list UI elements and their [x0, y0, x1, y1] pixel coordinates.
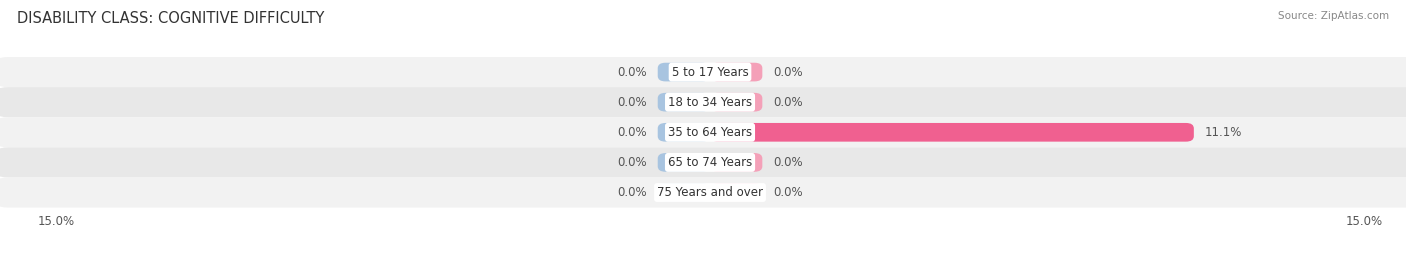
FancyBboxPatch shape: [658, 183, 710, 202]
Text: 0.0%: 0.0%: [773, 156, 803, 169]
FancyBboxPatch shape: [0, 57, 1406, 87]
Text: 75 Years and over: 75 Years and over: [657, 186, 763, 199]
FancyBboxPatch shape: [658, 63, 710, 81]
Text: 18 to 34 Years: 18 to 34 Years: [668, 96, 752, 109]
FancyBboxPatch shape: [0, 87, 1406, 117]
FancyBboxPatch shape: [658, 153, 710, 172]
Text: 65 to 74 Years: 65 to 74 Years: [668, 156, 752, 169]
FancyBboxPatch shape: [710, 183, 762, 202]
Text: 5 to 17 Years: 5 to 17 Years: [672, 66, 748, 79]
FancyBboxPatch shape: [0, 147, 1406, 177]
Text: DISABILITY CLASS: COGNITIVE DIFFICULTY: DISABILITY CLASS: COGNITIVE DIFFICULTY: [17, 11, 325, 26]
Text: 0.0%: 0.0%: [773, 186, 803, 199]
FancyBboxPatch shape: [0, 117, 1406, 147]
FancyBboxPatch shape: [0, 177, 1406, 208]
FancyBboxPatch shape: [710, 63, 762, 81]
FancyBboxPatch shape: [710, 153, 762, 172]
Text: 0.0%: 0.0%: [773, 66, 803, 79]
FancyBboxPatch shape: [710, 123, 1194, 142]
FancyBboxPatch shape: [658, 123, 710, 142]
Legend: Male, Female: Male, Female: [645, 268, 775, 270]
Text: Source: ZipAtlas.com: Source: ZipAtlas.com: [1278, 11, 1389, 21]
Text: 0.0%: 0.0%: [617, 66, 647, 79]
Text: 0.0%: 0.0%: [773, 96, 803, 109]
Text: 0.0%: 0.0%: [617, 126, 647, 139]
FancyBboxPatch shape: [658, 93, 710, 112]
Text: 0.0%: 0.0%: [617, 156, 647, 169]
Text: 11.1%: 11.1%: [1205, 126, 1241, 139]
Text: 35 to 64 Years: 35 to 64 Years: [668, 126, 752, 139]
FancyBboxPatch shape: [710, 93, 762, 112]
Text: 0.0%: 0.0%: [617, 96, 647, 109]
Text: 0.0%: 0.0%: [617, 186, 647, 199]
